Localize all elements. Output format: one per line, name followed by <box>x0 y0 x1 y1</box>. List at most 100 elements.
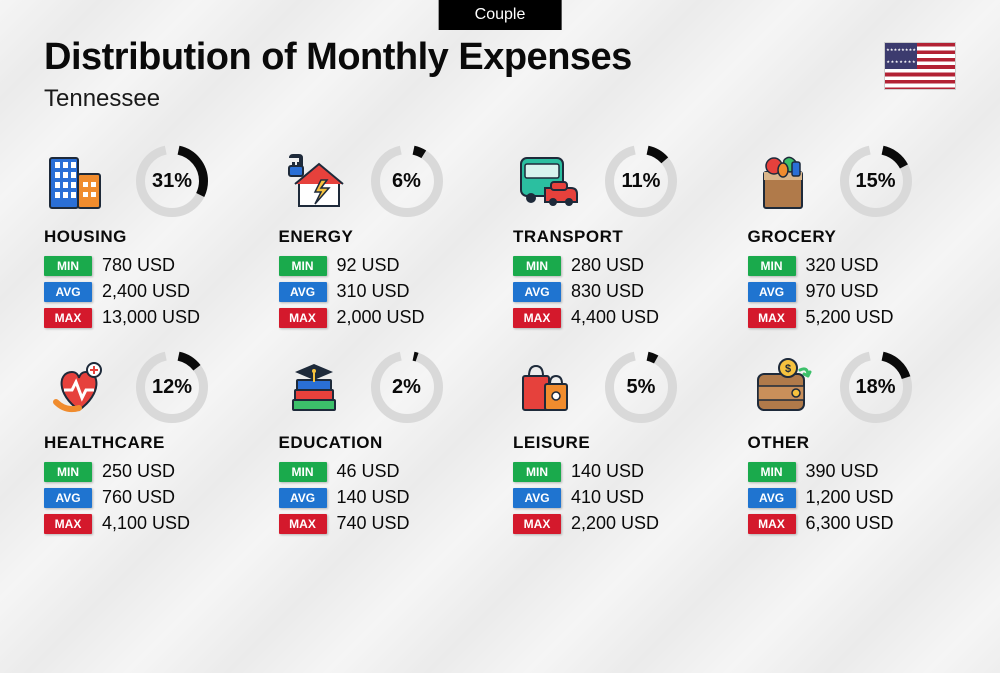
stat-avg: AVG 410 USD <box>513 487 722 508</box>
category-name: OTHER <box>748 433 957 453</box>
pct-label: 12% <box>136 351 208 423</box>
pct-label: 18% <box>840 351 912 423</box>
stat-min: MIN 390 USD <box>748 461 957 482</box>
category-card-healthcare: 12% HEALTHCARE MIN 250 USD AVG 760 USD M… <box>44 351 253 539</box>
avg-value: 140 USD <box>337 487 410 508</box>
shopping-bags-icon <box>513 356 583 418</box>
min-value: 46 USD <box>337 461 400 482</box>
stat-avg: AVG 1,200 USD <box>748 487 957 508</box>
avg-badge: AVG <box>513 282 561 302</box>
avg-badge: AVG <box>44 282 92 302</box>
category-card-energy: 6% ENERGY MIN 92 USD AVG 310 USD MAX 2,0… <box>279 145 488 333</box>
pct-label: 5% <box>605 351 677 423</box>
stat-min: MIN 320 USD <box>748 255 957 276</box>
stat-max: MAX 4,100 USD <box>44 513 253 534</box>
grocery-bag-icon <box>748 150 818 212</box>
max-badge: MAX <box>279 308 327 328</box>
min-badge: MIN <box>279 256 327 276</box>
min-value: 390 USD <box>806 461 879 482</box>
category-name: HEALTHCARE <box>44 433 253 453</box>
stat-max: MAX 740 USD <box>279 513 488 534</box>
max-value: 5,200 USD <box>806 307 894 328</box>
max-badge: MAX <box>44 308 92 328</box>
stat-avg: AVG 2,400 USD <box>44 281 253 302</box>
pct-donut-housing: 31% <box>136 145 208 217</box>
avg-badge: AVG <box>748 282 796 302</box>
category-name: GROCERY <box>748 227 957 247</box>
min-value: 250 USD <box>102 461 175 482</box>
stat-avg: AVG 970 USD <box>748 281 957 302</box>
max-badge: MAX <box>513 514 561 534</box>
category-name: ENERGY <box>279 227 488 247</box>
pct-label: 2% <box>371 351 443 423</box>
avg-badge: AVG <box>748 488 796 508</box>
stat-avg: AVG 140 USD <box>279 487 488 508</box>
stat-avg: AVG 760 USD <box>44 487 253 508</box>
max-value: 6,300 USD <box>806 513 894 534</box>
avg-badge: AVG <box>44 488 92 508</box>
min-badge: MIN <box>748 462 796 482</box>
min-value: 280 USD <box>571 255 644 276</box>
avg-value: 310 USD <box>337 281 410 302</box>
pct-label: 15% <box>840 145 912 217</box>
category-name: TRANSPORT <box>513 227 722 247</box>
pct-label: 11% <box>605 145 677 217</box>
page-title: Distribution of Monthly Expenses <box>44 36 632 79</box>
stat-max: MAX 4,400 USD <box>513 307 722 328</box>
pct-donut-leisure: 5% <box>605 351 677 423</box>
region-subtitle: Tennessee <box>44 85 632 113</box>
energy-house-icon <box>279 150 349 212</box>
category-card-leisure: 5% LEISURE MIN 140 USD AVG 410 USD MAX 2… <box>513 351 722 539</box>
category-name: LEISURE <box>513 433 722 453</box>
stat-avg: AVG 830 USD <box>513 281 722 302</box>
max-badge: MAX <box>748 308 796 328</box>
pct-donut-energy: 6% <box>371 145 443 217</box>
stat-max: MAX 2,200 USD <box>513 513 722 534</box>
us-flag-icon: ★★★★★★★★★★★★★★★ <box>884 42 956 90</box>
avg-value: 830 USD <box>571 281 644 302</box>
min-badge: MIN <box>44 256 92 276</box>
category-card-transport: 11% TRANSPORT MIN 280 USD AVG 830 USD MA… <box>513 145 722 333</box>
stat-min: MIN 280 USD <box>513 255 722 276</box>
pct-label: 31% <box>136 145 208 217</box>
max-value: 2,000 USD <box>337 307 425 328</box>
stat-max: MAX 2,000 USD <box>279 307 488 328</box>
stat-max: MAX 5,200 USD <box>748 307 957 328</box>
health-heart-icon <box>44 356 114 418</box>
stat-max: MAX 13,000 USD <box>44 307 253 328</box>
max-value: 4,400 USD <box>571 307 659 328</box>
stat-min: MIN 780 USD <box>44 255 253 276</box>
pct-donut-healthcare: 12% <box>136 351 208 423</box>
category-grid: 31% HOUSING MIN 780 USD AVG 2,400 USD MA… <box>0 121 1000 559</box>
avg-badge: AVG <box>513 488 561 508</box>
min-badge: MIN <box>748 256 796 276</box>
stat-min: MIN 92 USD <box>279 255 488 276</box>
buildings-icon <box>44 150 114 212</box>
category-name: HOUSING <box>44 227 253 247</box>
category-card-grocery: 15% GROCERY MIN 320 USD AVG 970 USD MAX … <box>748 145 957 333</box>
category-card-housing: 31% HOUSING MIN 780 USD AVG 2,400 USD MA… <box>44 145 253 333</box>
max-value: 4,100 USD <box>102 513 190 534</box>
stat-max: MAX 6,300 USD <box>748 513 957 534</box>
avg-value: 410 USD <box>571 487 644 508</box>
min-badge: MIN <box>44 462 92 482</box>
max-badge: MAX <box>279 514 327 534</box>
avg-value: 1,200 USD <box>806 487 894 508</box>
grad-books-icon <box>279 356 349 418</box>
category-name: EDUCATION <box>279 433 488 453</box>
avg-value: 970 USD <box>806 281 879 302</box>
max-badge: MAX <box>513 308 561 328</box>
avg-value: 2,400 USD <box>102 281 190 302</box>
min-value: 320 USD <box>806 255 879 276</box>
min-badge: MIN <box>513 462 561 482</box>
min-value: 780 USD <box>102 255 175 276</box>
svg-text:$: $ <box>784 363 790 375</box>
avg-value: 760 USD <box>102 487 175 508</box>
stat-min: MIN 140 USD <box>513 461 722 482</box>
pct-donut-other: 18% <box>840 351 912 423</box>
household-type-badge: Couple <box>439 0 562 30</box>
wallet-icon: $ <box>748 356 818 418</box>
stat-min: MIN 250 USD <box>44 461 253 482</box>
max-badge: MAX <box>748 514 796 534</box>
avg-badge: AVG <box>279 488 327 508</box>
